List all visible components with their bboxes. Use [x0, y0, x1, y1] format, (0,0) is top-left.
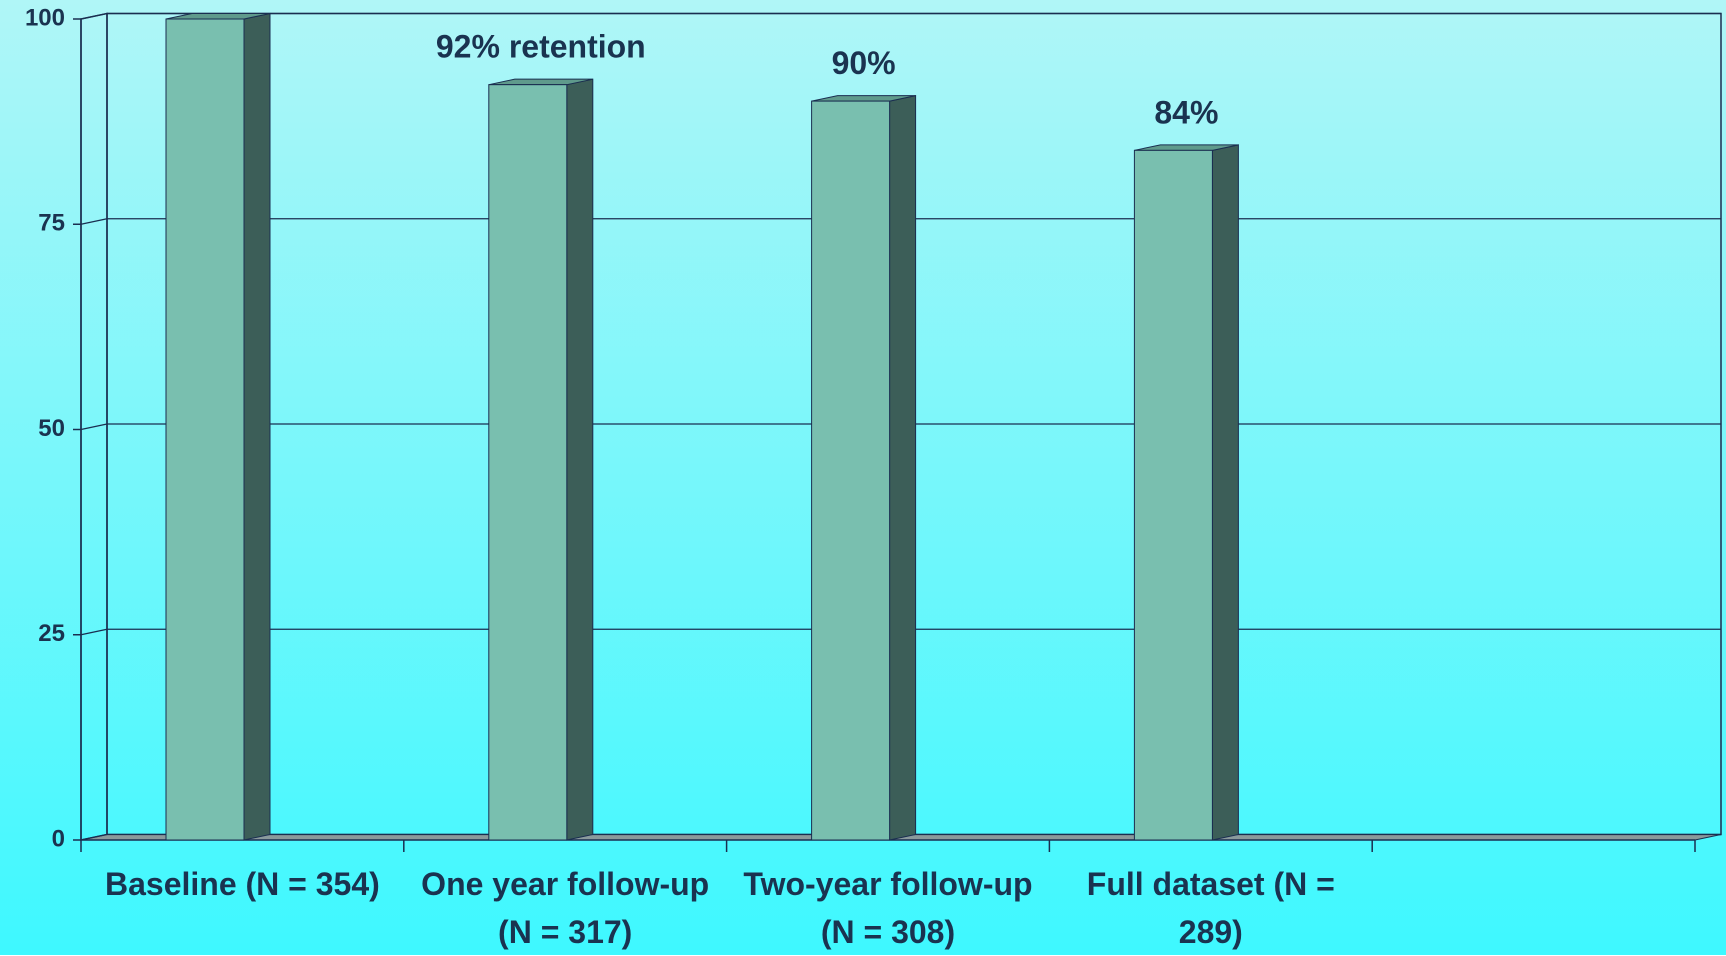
y-tick-label: 0 [52, 825, 65, 852]
bar [165, 18, 245, 841]
y-tick-label: 75 [38, 210, 65, 237]
bar [811, 100, 891, 841]
x-tick-label: Two-year follow-up (N = 308) [743, 866, 1033, 950]
y-tick-label: 100 [25, 4, 65, 31]
bar-side [566, 78, 594, 841]
y-tick-label: 25 [38, 620, 65, 647]
grid-diagonal [80, 423, 108, 431]
grid-diagonal [80, 833, 108, 841]
y-tick-label: 50 [38, 415, 65, 442]
grid-diagonal [80, 628, 108, 636]
data-label: 90% [832, 45, 896, 81]
data-label: 84% [1154, 94, 1218, 130]
grid-diagonal [80, 12, 108, 20]
bar [488, 84, 568, 841]
x-tick-label: One year follow-up (N = 317) [421, 866, 710, 950]
bar [1133, 149, 1213, 841]
bar-side [889, 94, 917, 841]
x-tick-label: Baseline (N = 354) [105, 866, 380, 902]
x-tick-label: Full dataset (N = 289) [1086, 866, 1335, 950]
data-label: 92% retention [436, 29, 646, 65]
bar-side [243, 12, 271, 841]
grid-diagonal [80, 218, 108, 225]
bar-side [1211, 144, 1239, 841]
